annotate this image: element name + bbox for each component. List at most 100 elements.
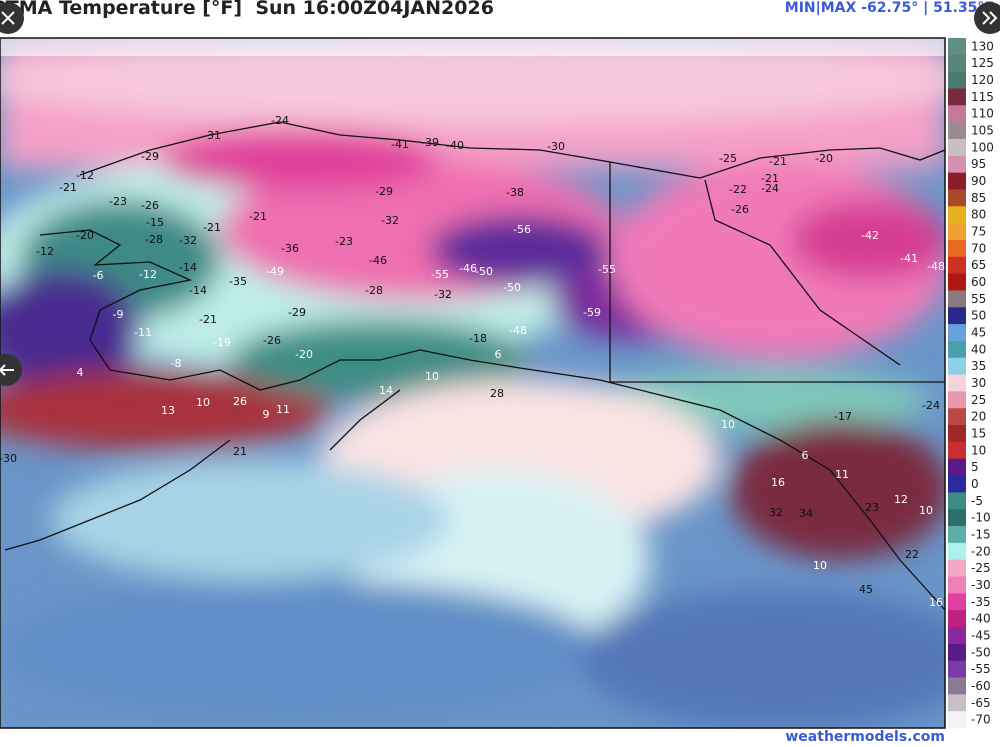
colorbar-swatch [948,239,966,258]
colorbar-swatch [948,172,966,190]
colorbar-tick-label: -5 [971,494,983,508]
colorbar-swatch [948,610,966,628]
temperature-label: 34 [799,507,813,520]
temperature-label: 10 [721,418,735,431]
colorbar-swatch [948,593,966,611]
temperature-label: -12 [36,245,54,258]
colorbar-tick-label: 70 [971,241,986,255]
temperature-label: -59 [583,306,601,319]
colorbar-tick-label: -65 [971,696,991,710]
temperature-label: 9 [263,408,270,421]
colorbar-tick-label: 30 [971,376,986,390]
colorbar-swatch [948,711,966,729]
colorbar-tick-label: 25 [971,393,986,407]
temperature-label: 16 [929,596,943,609]
temperature-label: -26 [141,199,159,212]
colorbar-tick-label: 85 [971,191,986,205]
temperature-label: 10 [919,504,933,517]
next-button[interactable] [974,2,1000,34]
colorbar-tick-label: 15 [971,426,986,440]
temperature-label: 4 [77,366,84,379]
temperature-label: -6 [93,269,104,282]
temperature-label: -39 [421,136,439,149]
temperature-label: 22 [905,548,919,561]
colorbar-tick-label: 75 [971,225,986,239]
temperature-label: -42 [861,229,879,242]
temperature-field [0,38,945,728]
temperature-label: -12 [76,169,94,182]
temperature-label: -19 [213,336,231,349]
close-button[interactable] [0,2,24,34]
back-button[interactable] [0,354,22,386]
temperature-label: -14 [189,284,207,297]
temperature-label: 26 [233,395,247,408]
temperature-label: 32 [769,506,783,519]
temperature-label: -24 [761,182,779,195]
temperature-label: -46 [369,254,387,267]
temperature-label: -30 [0,452,17,465]
temperature-label: -21 [761,172,779,185]
colorbar-tick-label: -35 [971,595,991,609]
colorbar-swatch [948,88,966,106]
temperature-label: -20 [815,152,833,165]
temperature-label: 28 [490,387,504,400]
colorbar-tick-label: -60 [971,679,991,693]
temperature-label: -21 [249,210,267,223]
temperature-label: 23 [865,501,879,514]
temperature-label: -50 [475,265,493,278]
colorbar-tick-label: -30 [971,578,991,592]
source-link[interactable]: weathermodels.com [785,729,945,745]
colorbar-swatch [948,324,966,342]
temperature-label: 16 [771,476,785,489]
temperature-label: 14 [379,384,393,397]
colorbar-swatch [948,155,966,174]
temperature-label: -18 [469,332,487,345]
colorbar-swatch [948,71,966,89]
colorbar-tick-label: 125 [971,56,994,70]
temperature-label: -22 [729,183,747,196]
colorbar-tick-label: -15 [971,527,991,541]
colorbar-swatch [948,206,966,224]
colorbar-tick-label: 100 [971,140,994,154]
temperature-label: -50 [503,281,521,294]
colorbar-swatch [948,340,966,359]
colorbar-swatch [948,122,966,140]
temperature-label: -32 [434,288,452,301]
temperature-label: -24 [271,114,289,127]
colorbar-swatch [948,273,966,291]
temperature-label: -49 [266,265,284,278]
colorbar-swatch [948,223,966,241]
temperature-label: 21 [233,445,247,458]
colorbar-swatch [948,290,966,308]
temperature-label: -25 [719,152,737,165]
temperature-label: -20 [295,348,313,361]
colorbar-swatch [948,458,966,477]
temperature-label: -26 [263,334,281,347]
temperature-label: -21 [199,313,217,326]
colorbar-swatch [948,105,966,123]
temperature-label: -23 [335,235,353,248]
temperature-label: -30 [547,140,565,153]
temperature-label: -21 [59,181,77,194]
colorbar-tick-label: 130 [971,39,994,53]
temperature-label: -12 [139,268,157,281]
colorbar-swatch [948,694,966,712]
colorbar-swatch [948,408,966,426]
colorbar-tick-label: -55 [971,662,991,676]
temperature-label: -55 [431,268,449,281]
temperature-label: -29 [141,150,159,163]
colorbar-swatch [948,357,966,376]
colorbar-swatch [948,441,966,460]
temperature-label: 11 [835,468,849,481]
temperature-label: -35 [229,275,247,288]
temperature-label: -24 [922,399,940,412]
colorbar-swatch [948,677,966,695]
colorbar-swatch [948,627,966,645]
coastline [4,121,945,611]
temperature-label: -48 [509,324,527,337]
colorbar-swatch [948,643,966,662]
temperature-label: -48 [927,260,945,273]
temperature-label: -21 [769,155,787,168]
temperature-label: -11 [134,326,152,339]
